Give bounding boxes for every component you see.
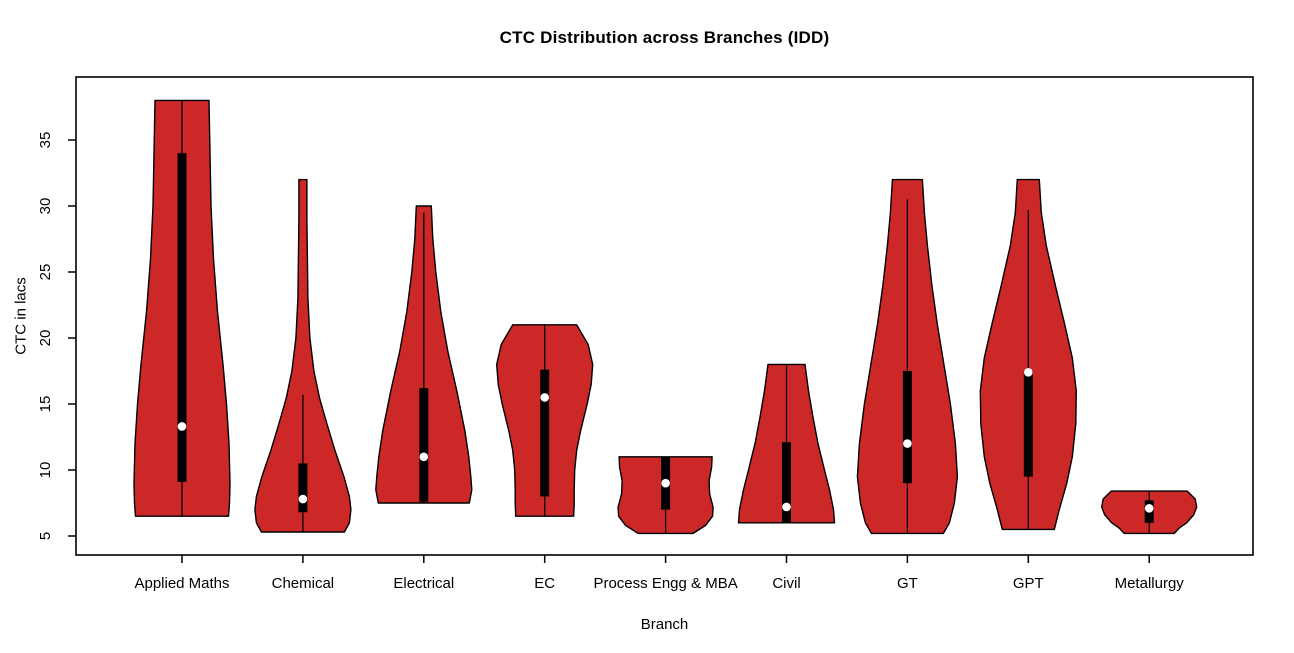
median-dot xyxy=(540,393,549,402)
x-tick-label: GT xyxy=(897,575,918,592)
x-tick-label: Process Engg & MBA xyxy=(593,575,737,592)
y-tick-label: 30 xyxy=(37,198,54,215)
iqr-box xyxy=(540,369,550,497)
y-tick-label: 15 xyxy=(37,396,54,413)
median-dot xyxy=(903,439,912,448)
y-tick-label: 10 xyxy=(37,462,54,479)
median-dot xyxy=(298,494,308,504)
y-tick-label: 20 xyxy=(37,330,54,347)
y-tick-label: 25 xyxy=(37,264,54,281)
iqr-box xyxy=(1023,371,1033,477)
x-tick-label: Metallurgy xyxy=(1115,575,1185,592)
chart-title: CTC Distribution across Branches (IDD) xyxy=(499,28,830,47)
iqr-box xyxy=(419,388,429,502)
median-dot xyxy=(1144,503,1154,513)
violin-shape xyxy=(254,178,352,533)
iqr-box xyxy=(177,153,187,482)
median-dot xyxy=(177,422,187,431)
median-dot xyxy=(1024,368,1033,377)
x-tick-label: Chemical xyxy=(272,575,335,592)
iqr-box xyxy=(902,371,912,484)
iqr-box xyxy=(782,442,791,523)
x-tick-label: Civil xyxy=(772,575,800,592)
median-dot xyxy=(782,502,791,512)
median-dot xyxy=(419,452,429,462)
x-tick-label: EC xyxy=(534,575,555,592)
x-tick-label: Electrical xyxy=(393,575,454,592)
y-axis-title: CTC in lacs xyxy=(12,277,30,355)
y-tick-label: 5 xyxy=(37,532,54,540)
median-dot xyxy=(661,478,670,488)
y-tick-label: 35 xyxy=(37,132,54,149)
x-tick-label: Applied Maths xyxy=(134,575,229,592)
plot-border xyxy=(75,76,1254,556)
x-tick-label: GPT xyxy=(1013,575,1044,592)
x-axis-title: Branch xyxy=(640,616,689,633)
iqr-box xyxy=(298,463,308,513)
